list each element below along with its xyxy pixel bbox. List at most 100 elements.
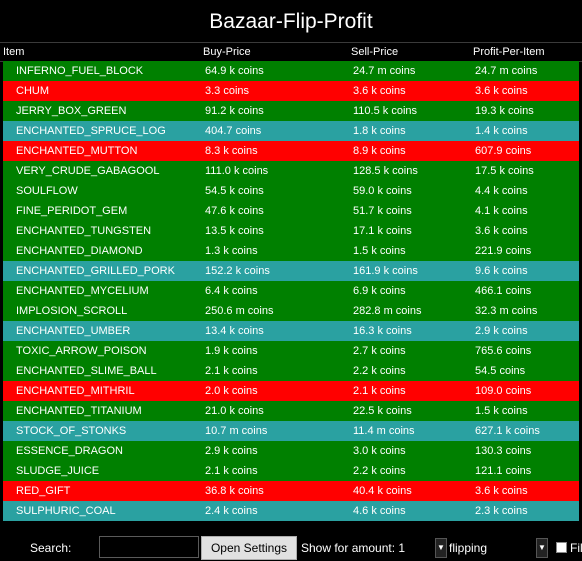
sell-price: 2.2 k coins — [353, 365, 406, 377]
table-row[interactable]: ESSENCE_DRAGON 2.9 k coins 3.0 k coins 130.… — [3, 441, 579, 461]
buy-price: 1.3 k coins — [205, 245, 258, 257]
buy-price: 36.8 k coins — [205, 485, 264, 497]
mode-select[interactable]: flipping — [449, 541, 488, 555]
profit-per-item: 32.3 m coins — [475, 305, 538, 317]
table-row[interactable]: FINE_PERIDOT_GEM 47.6 k coins 51.7 k coins… — [3, 201, 579, 221]
amount-dropdown-arrow-icon[interactable]: ▼ — [435, 538, 447, 558]
table-row[interactable]: JERRY_BOX_GREEN 91.2 k coins 110.5 k coins… — [3, 101, 579, 121]
sell-price: 4.6 k coins — [353, 505, 406, 517]
sell-price: 282.8 m coins — [353, 305, 422, 317]
buy-price: 54.5 k coins — [205, 185, 264, 197]
buy-price: 8.3 k coins — [205, 145, 258, 157]
table-header: Item Buy-Price Sell-Price Profit-Per-Ite… — [0, 42, 582, 62]
table-row[interactable]: VERY_CRUDE_GABAGOOL 111.0 k coins 128.5 k … — [3, 161, 579, 181]
buy-price: 250.6 m coins — [205, 305, 274, 317]
item-name: ENCHANTED_DIAMOND — [16, 245, 143, 257]
sell-price: 1.8 k coins — [353, 125, 406, 137]
profit-per-item: 17.5 k coins — [475, 165, 534, 177]
table-row[interactable]: ENCHANTED_TITANIUM 21.0 k coins 22.5 k coi… — [3, 401, 579, 421]
table-row[interactable]: ENCHANTED_MUTTON 8.3 k coins 8.9 k coins 60… — [3, 141, 579, 161]
table-row[interactable]: ENCHANTED_MYCELIUM 6.4 k coins 6.9 k coins… — [3, 281, 579, 301]
item-name: SOULFLOW — [16, 185, 78, 197]
buy-price: 2.0 k coins — [205, 385, 258, 397]
profit-per-item: 4.1 k coins — [475, 205, 528, 217]
table-row[interactable]: SOULFLOW 54.5 k coins 59.0 k coins 4.4 k co… — [3, 181, 579, 201]
bottom-toolbar: Search: Open Settings Show for amount: 1… — [0, 533, 582, 561]
item-name: ENCHANTED_UMBER — [16, 325, 131, 337]
table-row[interactable]: SULPHURIC_COAL 2.4 k coins 4.6 k coins 2.3 … — [3, 501, 579, 521]
table-row[interactable]: INFERNO_FUEL_BLOCK 64.9 k coins 24.7 m coi… — [3, 61, 579, 81]
column-header-item[interactable]: Item — [3, 46, 25, 58]
profit-per-item: 607.9 coins — [475, 145, 532, 157]
column-header-sell-price[interactable]: Sell-Price — [351, 46, 399, 58]
buy-price: 91.2 k coins — [205, 105, 264, 117]
item-name: ENCHANTED_MUTTON — [16, 145, 138, 157]
buy-price: 13.4 k coins — [205, 325, 264, 337]
item-name: VERY_CRUDE_GABAGOOL — [16, 165, 160, 177]
item-name: TOXIC_ARROW_POISON — [16, 345, 147, 357]
open-settings-button[interactable]: Open Settings — [201, 536, 297, 560]
search-label: Search: — [30, 541, 72, 555]
mode-dropdown-arrow-icon[interactable]: ▼ — [536, 538, 548, 558]
item-name: SLUDGE_JUICE — [16, 465, 100, 477]
buy-price: 64.9 k coins — [205, 65, 264, 77]
table-row[interactable]: ENCHANTED_SLIME_BALL 2.1 k coins 2.2 k coi… — [3, 361, 579, 381]
sell-price: 3.0 k coins — [353, 445, 406, 457]
column-header-buy-price[interactable]: Buy-Price — [203, 46, 251, 58]
sell-price: 51.7 k coins — [353, 205, 412, 217]
item-name: ENCHANTED_MITHRIL — [16, 385, 135, 397]
table-row[interactable]: RED_GIFT 36.8 k coins 40.4 k coins 3.6 k co… — [3, 481, 579, 501]
table-row[interactable]: ENCHANTED_SPRUCE_LOG 404.7 coins 1.8 k coi… — [3, 121, 579, 141]
profit-per-item: 19.3 k coins — [475, 105, 534, 117]
buy-price: 6.4 k coins — [205, 285, 258, 297]
item-name: INFERNO_FUEL_BLOCK — [16, 65, 144, 77]
column-header-profit-per-item[interactable]: Profit-Per-Item — [473, 46, 545, 58]
item-name: CHUM — [16, 85, 49, 97]
profit-per-item: 2.9 k coins — [475, 325, 528, 337]
search-input[interactable] — [99, 536, 199, 558]
buy-price: 2.1 k coins — [205, 365, 258, 377]
item-name: ENCHANTED_SPRUCE_LOG — [16, 125, 166, 137]
item-table: INFERNO_FUEL_BLOCK 64.9 k coins 24.7 m coi… — [3, 61, 579, 521]
profit-per-item: 3.6 k coins — [475, 85, 528, 97]
profit-per-item: 121.1 coins — [475, 465, 532, 477]
item-name: ENCHANTED_GRILLED_PORK — [16, 265, 175, 277]
item-name: SULPHURIC_COAL — [16, 505, 116, 517]
buy-price: 47.6 k coins — [205, 205, 264, 217]
item-name: RED_GIFT — [16, 485, 71, 497]
table-row[interactable]: STOCK_OF_STONKS 10.7 m coins 11.4 m coins 6… — [3, 421, 579, 441]
table-row[interactable]: TOXIC_ARROW_POISON 1.9 k coins 2.7 k coins… — [3, 341, 579, 361]
profit-per-item: 3.6 k coins — [475, 485, 528, 497]
table-row[interactable]: ENCHANTED_TUNGSTEN 13.5 k coins 17.1 k coi… — [3, 221, 579, 241]
sell-price: 24.7 m coins — [353, 65, 416, 77]
item-name: FINE_PERIDOT_GEM — [16, 205, 128, 217]
profit-per-item: 466.1 coins — [475, 285, 532, 297]
item-name: STOCK_OF_STONKS — [16, 425, 127, 437]
buy-price: 2.4 k coins — [205, 505, 258, 517]
show-amount-label: Show for amount: 1 — [301, 541, 406, 555]
filter-checkbox[interactable] — [556, 542, 567, 553]
window-title: Bazaar-Flip-Profit — [209, 10, 373, 33]
table-row[interactable]: SLUDGE_JUICE 2.1 k coins 2.2 k coins 121.1 … — [3, 461, 579, 481]
table-row[interactable]: CHUM 3.3 coins 3.6 k coins 3.6 k coins — [3, 81, 579, 101]
table-row[interactable]: ENCHANTED_DIAMOND 1.3 k coins 1.5 k coins 2… — [3, 241, 579, 261]
profit-per-item: 109.0 coins — [475, 385, 532, 397]
sell-price: 11.4 m coins — [353, 425, 415, 437]
profit-per-item: 765.6 coins — [475, 345, 532, 357]
buy-price: 1.9 k coins — [205, 345, 258, 357]
table-row[interactable]: ENCHANTED_UMBER 13.4 k coins 16.3 k coins 2… — [3, 321, 579, 341]
item-name: ENCHANTED_TITANIUM — [16, 405, 142, 417]
profit-per-item: 9.6 k coins — [475, 265, 528, 277]
sell-price: 1.5 k coins — [353, 245, 406, 257]
item-name: ESSENCE_DRAGON — [16, 445, 123, 457]
table-row[interactable]: ENCHANTED_MITHRIL 2.0 k coins 2.1 k coins 1… — [3, 381, 579, 401]
sell-price: 2.2 k coins — [353, 465, 406, 477]
profit-per-item: 54.5 coins — [475, 365, 526, 377]
buy-price: 13.5 k coins — [205, 225, 264, 237]
table-row[interactable]: ENCHANTED_GRILLED_PORK 152.2 k coins 161.9… — [3, 261, 579, 281]
buy-price: 404.7 coins — [205, 125, 262, 137]
table-row[interactable]: IMPLOSION_SCROLL 250.6 m coins 282.8 m coi… — [3, 301, 579, 321]
sell-price: 161.9 k coins — [353, 265, 418, 277]
sell-price: 8.9 k coins — [353, 145, 406, 157]
buy-price: 152.2 k coins — [205, 265, 270, 277]
